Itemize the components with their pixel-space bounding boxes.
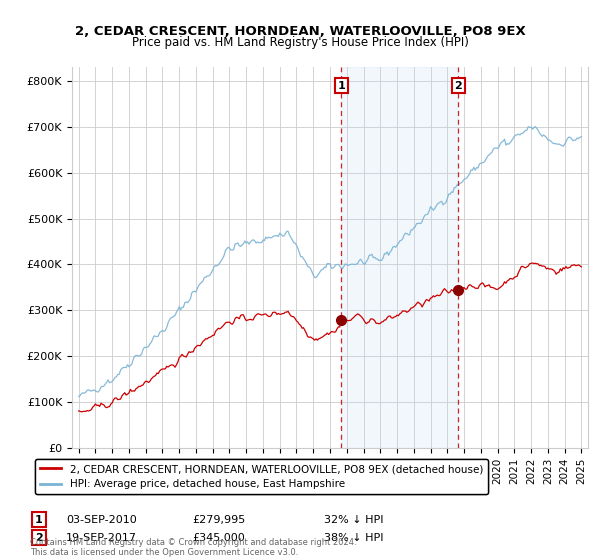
Text: £345,000: £345,000 <box>192 533 245 543</box>
Text: 2: 2 <box>455 81 463 91</box>
Text: 03-SEP-2010: 03-SEP-2010 <box>66 515 137 525</box>
Text: 1: 1 <box>35 515 43 525</box>
Text: 2: 2 <box>35 533 43 543</box>
Bar <box>341 67 458 448</box>
Text: 32% ↓ HPI: 32% ↓ HPI <box>324 515 383 525</box>
Legend: 2, CEDAR CRESCENT, HORNDEAN, WATERLOOVILLE, PO8 9EX (detached house), HPI: Avera: 2, CEDAR CRESCENT, HORNDEAN, WATERLOOVIL… <box>35 459 488 494</box>
Text: Contains HM Land Registry data © Crown copyright and database right 2024.
This d: Contains HM Land Registry data © Crown c… <box>30 538 356 557</box>
Text: 19-SEP-2017: 19-SEP-2017 <box>66 533 137 543</box>
Text: 38% ↓ HPI: 38% ↓ HPI <box>324 533 383 543</box>
Text: Price paid vs. HM Land Registry's House Price Index (HPI): Price paid vs. HM Land Registry's House … <box>131 36 469 49</box>
Text: 1: 1 <box>337 81 345 91</box>
Text: 2, CEDAR CRESCENT, HORNDEAN, WATERLOOVILLE, PO8 9EX: 2, CEDAR CRESCENT, HORNDEAN, WATERLOOVIL… <box>74 25 526 38</box>
Text: £279,995: £279,995 <box>192 515 245 525</box>
